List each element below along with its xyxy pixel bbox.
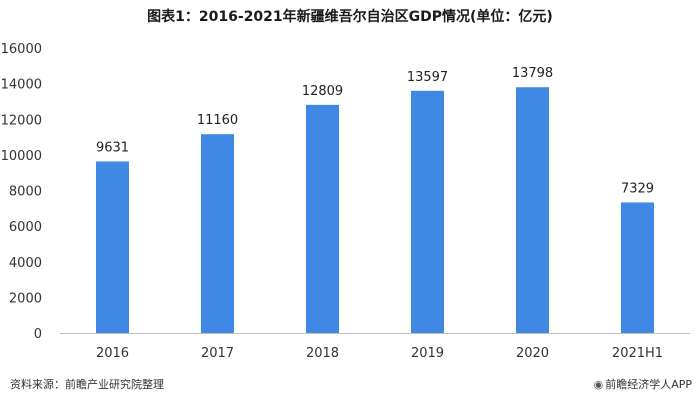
x-tick-label: 2017 — [201, 346, 234, 361]
x-tick-label: 2018 — [306, 346, 339, 361]
brand-mark: ◉ 前瞻经济学人APP — [594, 376, 692, 392]
x-tick-label: 2016 — [96, 346, 129, 361]
x-tick-label: 2021H1 — [612, 346, 663, 361]
bar-value-label: 7329 — [621, 181, 654, 196]
y-tick-label: 4000 — [9, 256, 42, 271]
bar — [96, 161, 129, 333]
bar-value-label: 13597 — [407, 70, 448, 85]
y-tick-label: 12000 — [1, 113, 42, 128]
y-tick-label: 16000 — [1, 42, 42, 57]
bar-value-label: 9631 — [96, 140, 129, 155]
chart-title: 图表1：2016-2021年新疆维吾尔自治区GDP情况(单位：亿元) — [147, 9, 553, 25]
bar-value-label: 13798 — [512, 66, 553, 81]
y-tick-label: 8000 — [9, 185, 42, 200]
bars — [96, 87, 654, 334]
bar — [621, 202, 654, 333]
x-axis: 2016 2017 2018 2019 2020 2021H1 — [60, 333, 690, 361]
bar — [306, 104, 339, 333]
y-axis: 0 2000 4000 6000 8000 10000 12000 14000 16000 — [1, 42, 42, 342]
brand-logo-icon: ◉ — [593, 378, 604, 391]
source-note: 资料来源：前瞻产业研究院整理 — [10, 378, 164, 391]
bar — [411, 90, 444, 333]
x-tick-label: 2019 — [411, 346, 444, 361]
y-tick-label: 2000 — [9, 291, 42, 306]
value-labels: 9631 11160 12809 13597 13798 7329 — [96, 66, 654, 196]
bar-chart: 0 2000 4000 6000 8000 10000 12000 14000 16000 96… — [1, 42, 690, 361]
bar — [201, 134, 234, 333]
bar-value-label: 11160 — [197, 113, 238, 128]
bar — [516, 87, 549, 334]
y-tick-label: 0 — [34, 327, 42, 342]
brand-name: 前瞻经济学人APP — [605, 378, 692, 391]
y-tick-label: 10000 — [1, 149, 42, 164]
x-tick-label: 2020 — [516, 346, 549, 361]
y-tick-label: 14000 — [1, 78, 42, 93]
bar-value-label: 12809 — [302, 84, 343, 99]
y-tick-label: 6000 — [9, 220, 42, 235]
